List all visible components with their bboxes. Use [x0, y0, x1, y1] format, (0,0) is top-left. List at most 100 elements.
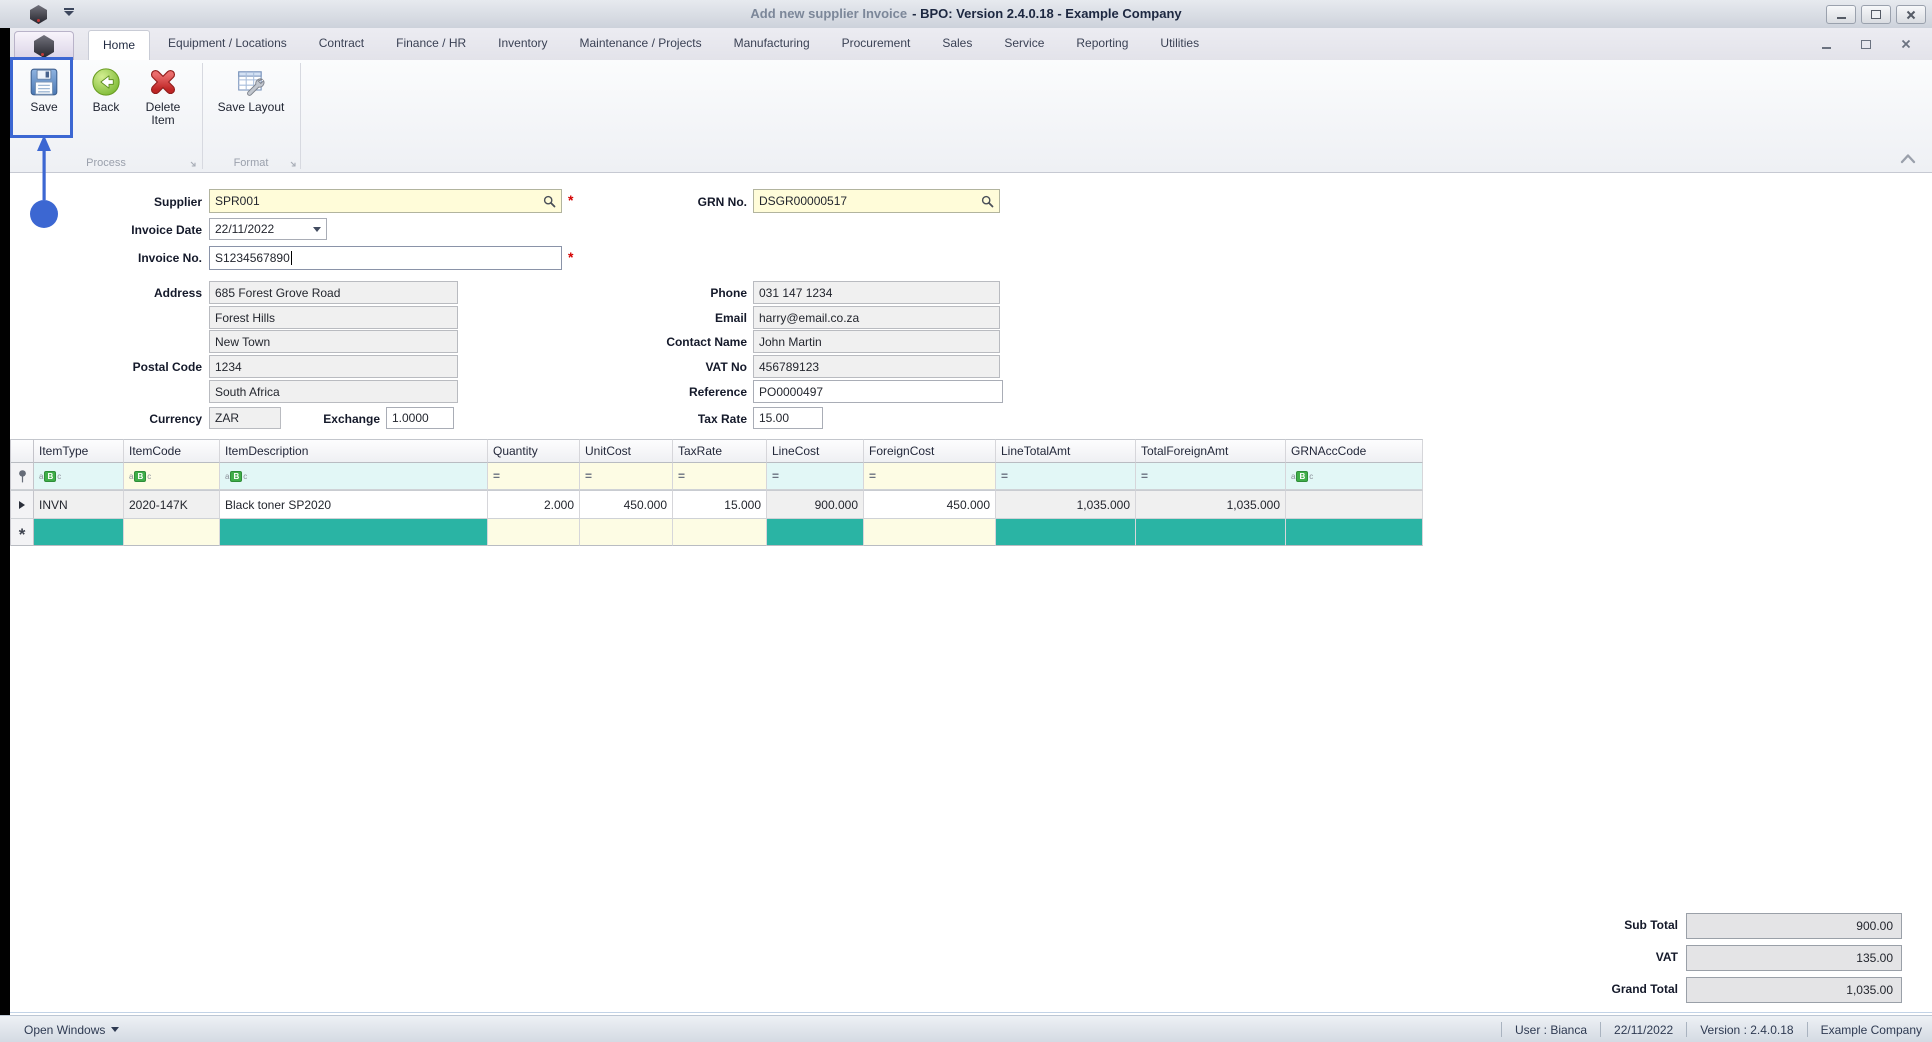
ribbon-toolbar: Save Back Delete Item — [10, 60, 1932, 173]
supplier-field[interactable]: SPR001 — [209, 189, 562, 213]
minimize-button[interactable] — [1826, 5, 1856, 24]
grid-cell-ForeignCost[interactable]: 450.000 — [864, 490, 996, 519]
dialog-launcher-icon[interactable] — [189, 160, 197, 168]
grn-no-field[interactable]: DSGR00000517 — [753, 189, 1000, 213]
grid-header-row: ItemType ItemCode ItemDescription Quantity U… — [11, 439, 1423, 463]
address-line1-value: 685 Forest Grove Road — [215, 285, 341, 300]
grid-newrow-ItemType[interactable] — [34, 519, 124, 546]
current-row-arrow-icon — [19, 500, 25, 509]
tab-service[interactable]: Service — [1004, 36, 1045, 50]
grid-header-GRNAccCode[interactable]: GRNAccCode — [1286, 439, 1423, 463]
tab-utilities[interactable]: Utilities — [1160, 36, 1200, 50]
grid-filter-ForeignCost[interactable]: = — [864, 463, 996, 490]
grid-cell-Quantity[interactable]: 2.000 — [488, 490, 580, 519]
status-separator — [1686, 1022, 1688, 1037]
grid-header-LineTotalAmt[interactable]: LineTotalAmt — [996, 439, 1136, 463]
grid-cell-ItemDescription[interactable]: Black toner SP2020 — [220, 490, 488, 519]
mdi-restore-button[interactable] — [1858, 36, 1874, 52]
status-version: Version : 2.4.0.18 — [1700, 1022, 1794, 1037]
tab-maintenance-projects[interactable]: Maintenance / Projects — [579, 36, 702, 50]
grid-cell-TaxRate[interactable]: 15.000 — [673, 490, 767, 519]
grid-cell-ItemType[interactable]: INVN — [34, 490, 124, 519]
status-separator — [1501, 1022, 1502, 1037]
format-group-label: Format — [233, 157, 269, 169]
grid-filter-TotalForeignAmt[interactable]: = — [1136, 463, 1286, 490]
mdi-minimize-button[interactable] — [1818, 36, 1834, 52]
exchange-field[interactable]: 1.0000 — [386, 407, 454, 429]
tab-manufacturing[interactable]: Manufacturing — [733, 36, 810, 50]
tab-finance-hr[interactable]: Finance / HR — [396, 36, 467, 50]
tab-inventory[interactable]: Inventory — [498, 36, 548, 50]
grid-header-ItemType[interactable]: ItemType — [34, 439, 124, 463]
open-windows-button[interactable]: Open Windows — [24, 1023, 120, 1037]
grid-cell-TotalForeignAmt[interactable]: 1,035.000 — [1136, 490, 1286, 519]
grid-header-UnitCost[interactable]: UnitCost — [580, 439, 673, 463]
reference-field[interactable]: PO0000497 — [753, 380, 1003, 403]
grid-newrow-LineTotalAmt[interactable] — [996, 519, 1136, 546]
grid-newrow-TaxRate[interactable] — [673, 519, 767, 546]
tab-equipment-locations[interactable]: Equipment / Locations — [168, 36, 287, 50]
grid-newrow-ForeignCost[interactable] — [864, 519, 996, 546]
email-field: harry@email.co.za — [753, 306, 1000, 329]
grid-cell-ItemCode[interactable]: 2020-147K — [124, 490, 220, 519]
process-group-label: Process — [86, 157, 126, 169]
grid-cell-LineTotalAmt[interactable]: 1,035.000 — [996, 490, 1136, 519]
tax-rate-field[interactable]: 15.00 — [753, 407, 823, 429]
restore-button[interactable] — [1861, 5, 1891, 24]
supplier-lookup-icon[interactable] — [543, 195, 556, 208]
delete-item-button[interactable]: Delete Item — [134, 66, 192, 127]
dialog-launcher-icon[interactable] — [289, 160, 297, 168]
save-button[interactable]: Save — [18, 66, 70, 114]
back-button[interactable]: Back — [82, 66, 130, 114]
close-button[interactable] — [1896, 5, 1926, 24]
grid-header-ItemCode[interactable]: ItemCode — [124, 439, 220, 463]
application-menu-button[interactable] — [14, 31, 74, 61]
grid-filter-LineTotalAmt[interactable]: = — [996, 463, 1136, 490]
tab-reporting[interactable]: Reporting — [1076, 36, 1129, 50]
grid-newrow-ItemCode[interactable] — [124, 519, 220, 546]
invoice-date-dropdown-icon[interactable] — [313, 226, 321, 232]
grid-filter-LineCost[interactable]: = — [767, 463, 864, 490]
grid-newrow-ItemDescription[interactable] — [220, 519, 488, 546]
mdi-close-icon — [1901, 39, 1911, 49]
grid-cell-UnitCost[interactable]: 450.000 — [580, 490, 673, 519]
quick-access-dropdown-icon[interactable] — [64, 8, 74, 16]
grid-header-TaxRate[interactable]: TaxRate — [673, 439, 767, 463]
mdi-minimize-icon — [1821, 47, 1831, 49]
grid-header-TotalForeignAmt[interactable]: TotalForeignAmt — [1136, 439, 1286, 463]
invoice-date-field[interactable]: 22/11/2022 — [209, 218, 327, 240]
grid-newrow-LineCost[interactable] — [767, 519, 864, 546]
tab-procurement[interactable]: Procurement — [841, 36, 911, 50]
collapse-ribbon-button[interactable] — [1898, 151, 1918, 166]
grid-cell-LineCost[interactable]: 900.000 — [767, 490, 864, 519]
grid-header-ForeignCost[interactable]: ForeignCost — [864, 439, 996, 463]
tab-sales[interactable]: Sales — [942, 36, 973, 50]
grid-header-ItemDescription[interactable]: ItemDescription — [220, 439, 488, 463]
line-items-grid: ItemType ItemCode ItemDescription Quantity U… — [10, 439, 1423, 546]
grid-filter-TaxRate[interactable]: = — [673, 463, 767, 490]
grid-newrow-GRNAccCode[interactable] — [1286, 519, 1423, 546]
mdi-close-button[interactable] — [1898, 36, 1914, 52]
sub-total-field: 900.00 — [1686, 913, 1902, 939]
grid-cell-GRNAccCode[interactable] — [1286, 490, 1423, 519]
grid-newrow-TotalForeignAmt[interactable] — [1136, 519, 1286, 546]
exchange-value: 1.0000 — [392, 411, 429, 425]
grid-header-Quantity[interactable]: Quantity — [488, 439, 580, 463]
invoice-no-field[interactable]: S1234567890 — [209, 246, 562, 270]
grn-lookup-icon[interactable] — [981, 195, 994, 208]
tab-contract[interactable]: Contract — [318, 36, 365, 50]
text-cursor — [290, 251, 292, 265]
save-layout-button[interactable]: Save Layout — [206, 66, 296, 114]
grid-header-LineCost[interactable]: LineCost — [767, 439, 864, 463]
contact-name-label: Contact Name — [666, 335, 747, 349]
grid-newrow-UnitCost[interactable] — [580, 519, 673, 546]
grid-filter-UnitCost[interactable]: = — [580, 463, 673, 490]
grid-newrow-Quantity[interactable] — [488, 519, 580, 546]
tab-home[interactable]: Home — [88, 30, 151, 60]
grid-filter-Quantity[interactable]: = — [488, 463, 580, 490]
